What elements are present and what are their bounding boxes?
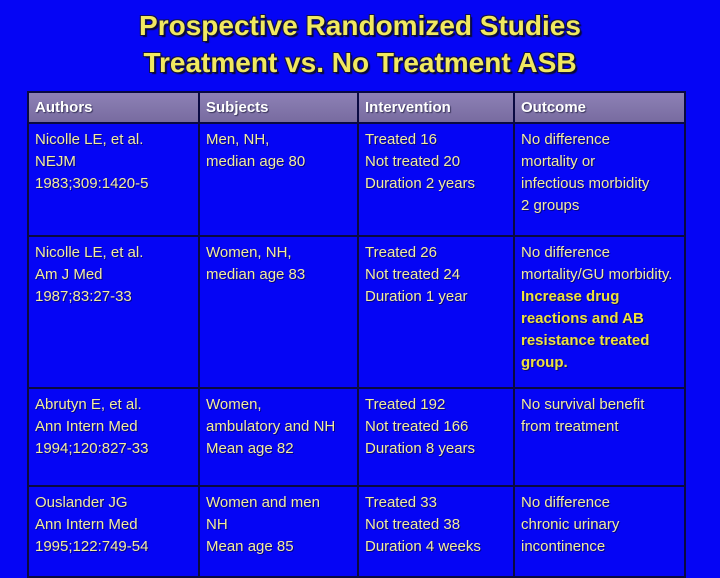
cell-row2-outcome: No difference mortality/GU morbidity. In… <box>513 235 686 389</box>
text-line: Not treated 166 <box>365 418 469 435</box>
text-line: Abrutyn E, et al. <box>35 396 142 413</box>
text-line: Women, NH, <box>206 244 292 261</box>
text-line: 2 groups <box>521 197 580 214</box>
cell-row1-subjects: Men, NH, median age 80 <box>198 122 359 237</box>
text-line: Women and men <box>206 494 320 511</box>
cell-row1-intervention: Treated 16 Not treated 20 Duration 2 yea… <box>357 122 515 237</box>
cell-row3-authors: Abrutyn E, et al. Ann Intern Med 1994;12… <box>27 387 200 487</box>
text-line: Ann Intern Med <box>35 516 138 533</box>
cell-row2-subjects: Women, NH, median age 83 <box>198 235 359 389</box>
text-line: chronic urinary <box>521 516 620 533</box>
text-line: No survival benefit <box>521 396 645 413</box>
text-line: from treatment <box>521 418 619 435</box>
text-line: Duration 1 year <box>365 288 468 305</box>
table-header-row: Authors Subjects Intervention Outcome <box>27 91 686 124</box>
cell-row3-outcome: No survival benefit from treatment <box>513 387 686 487</box>
text-line: Ouslander JG <box>35 494 128 511</box>
text-line: infectious morbidity <box>521 175 650 192</box>
cell-row4-outcome: No difference chronic urinary incontinen… <box>513 485 686 578</box>
text-line: Ann Intern Med <box>35 418 138 435</box>
text-line: Duration 4 weeks <box>365 538 481 555</box>
text-line: incontinence <box>521 538 606 555</box>
table-row: Ouslander JG Ann Intern Med 1995;122:749… <box>27 485 686 578</box>
text-line: mortality or <box>521 153 596 170</box>
slide-root: { "slide": { "title_line1": "Prospective… <box>0 7 720 578</box>
text-line: Women, <box>206 396 262 413</box>
text-line: Duration 2 years <box>365 175 476 192</box>
cell-row4-authors: Ouslander JG Ann Intern Med 1995;122:749… <box>27 485 200 578</box>
text-line: Not treated 20 <box>365 153 461 170</box>
outcome-bold-text: Increase drug reactions and AB resistanc… <box>521 288 650 371</box>
text-line: Duration 8 years <box>365 440 476 457</box>
cell-row1-authors: Nicolle LE, et al. NEJM 1983;309:1420-5 <box>27 122 200 237</box>
text-line: ambulatory and NH <box>206 418 336 435</box>
text-line: median age 83 <box>206 266 306 283</box>
column-header-authors: Authors <box>27 91 200 124</box>
table-row: Nicolle LE, et al. NEJM 1983;309:1420-5 … <box>27 122 686 237</box>
cell-row4-intervention: Treated 33 Not treated 38 Duration 4 wee… <box>357 485 515 578</box>
text-line: Mean age 82 <box>206 440 294 457</box>
text-line: 1983;309:1420-5 <box>35 175 149 192</box>
text-line: Treated 192 <box>365 396 446 413</box>
text-line: 1994;120:827-33 <box>35 440 149 457</box>
text-line: Am J Med <box>35 266 103 283</box>
text-line: No difference <box>521 131 610 148</box>
text-line: No difference <box>521 494 610 511</box>
cell-row4-subjects: Women and men NH Mean age 85 <box>198 485 359 578</box>
text-line: Not treated 24 <box>365 266 461 283</box>
cell-row1-outcome: No difference mortality or infectious mo… <box>513 122 686 237</box>
text-line: 1987;83:27-33 <box>35 288 132 305</box>
studies-table: Authors Subjects Intervention Outcome Ni… <box>27 91 686 578</box>
text-line: Treated 16 <box>365 131 437 148</box>
cell-row2-authors: Nicolle LE, et al. Am J Med 1987;83:27-3… <box>27 235 200 389</box>
cell-row2-intervention: Treated 26 Not treated 24 Duration 1 yea… <box>357 235 515 389</box>
column-header-subjects: Subjects <box>198 91 359 124</box>
text-line: Nicolle LE, et al. <box>35 131 144 148</box>
text-line: Not treated 38 <box>365 516 461 533</box>
text-line: 1995;122:749-54 <box>35 538 149 555</box>
text-line: NH <box>206 516 228 533</box>
text-line: Men, NH, <box>206 131 270 148</box>
title-line-2: Treatment vs. No Treatment ASB <box>143 47 577 78</box>
text-line: NEJM <box>35 153 76 170</box>
outcome-regular-text: No difference mortality/GU morbidity. <box>521 244 673 283</box>
cell-row3-subjects: Women, ambulatory and NH Mean age 82 <box>198 387 359 487</box>
text-line: Nicolle LE, et al. <box>35 244 144 261</box>
cell-row3-intervention: Treated 192 Not treated 166 Duration 8 y… <box>357 387 515 487</box>
text-line: Treated 33 <box>365 494 437 511</box>
text-line: median age 80 <box>206 153 306 170</box>
column-header-intervention: Intervention <box>357 91 515 124</box>
table-row: Nicolle LE, et al. Am J Med 1987;83:27-3… <box>27 235 686 389</box>
title-line-1: Prospective Randomized Studies <box>139 10 581 41</box>
text-line: Treated 26 <box>365 244 437 261</box>
table-row: Abrutyn E, et al. Ann Intern Med 1994;12… <box>27 387 686 487</box>
text-line: Mean age 85 <box>206 538 294 555</box>
slide-title: Prospective Randomized Studies Treatment… <box>0 7 720 81</box>
column-header-outcome: Outcome <box>513 91 686 124</box>
